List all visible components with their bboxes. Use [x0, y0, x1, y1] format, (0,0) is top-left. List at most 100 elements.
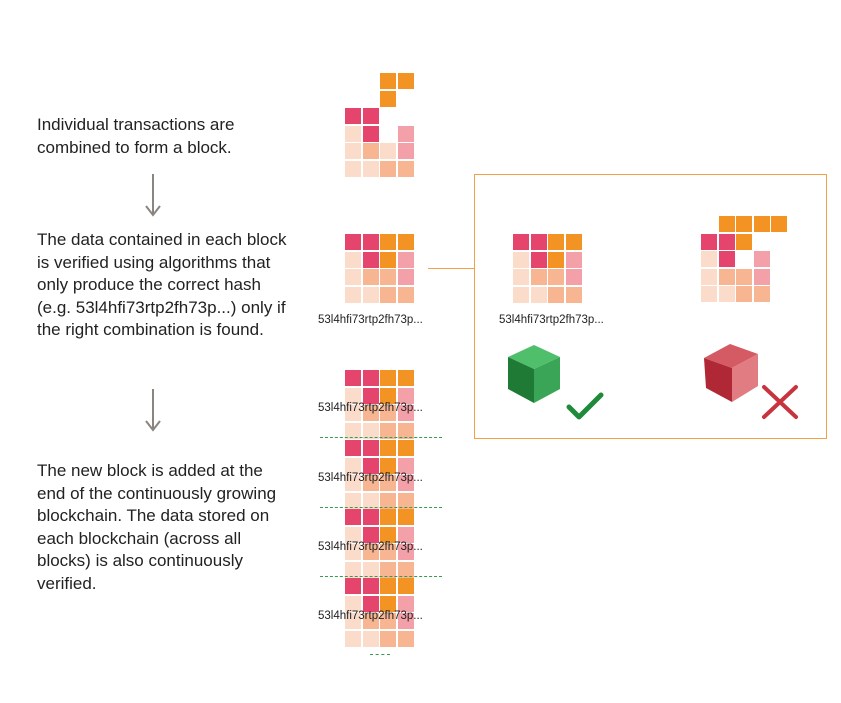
block-cell — [345, 509, 361, 525]
block-cell — [397, 405, 414, 421]
block-cell — [701, 286, 717, 302]
step-transactions-text: Individual transactions are combined to … — [37, 115, 235, 157]
block-cell — [753, 251, 770, 267]
block-cell — [530, 234, 547, 250]
block-cell — [380, 370, 396, 386]
block-cell — [380, 492, 396, 509]
chain-separator — [320, 507, 442, 508]
block-cell — [397, 457, 414, 474]
block-cell — [771, 216, 787, 232]
block-cell — [753, 286, 770, 302]
green-cube-icon — [508, 345, 560, 403]
block-cell — [362, 422, 379, 439]
block-cell — [701, 251, 717, 267]
block-cell — [362, 630, 379, 647]
block-cell — [345, 526, 361, 543]
block-cell — [380, 561, 396, 578]
block-cell — [362, 125, 379, 142]
block-cell — [397, 561, 414, 578]
block-cell — [362, 108, 379, 124]
block-cell — [718, 268, 735, 285]
block-cell — [718, 286, 735, 302]
block-cell — [362, 613, 379, 629]
block-cell — [380, 405, 396, 421]
chain-block-hash-label: 53l4hfi73rtp2fh73p... — [318, 472, 423, 484]
block-cell — [345, 125, 361, 142]
block-cell — [397, 73, 414, 89]
block-cell — [513, 234, 529, 250]
block-cell — [397, 370, 414, 386]
block-cell — [345, 422, 361, 439]
block-hash-label: 53l4hfi73rtp2fh73p... — [318, 314, 423, 326]
block-cell — [345, 251, 361, 268]
block-cell — [530, 269, 547, 285]
block-cell — [362, 561, 379, 578]
block-cell — [380, 595, 396, 612]
block-cell — [753, 216, 770, 232]
block-cell — [345, 457, 361, 474]
block-cell — [397, 125, 414, 142]
block-cell — [345, 234, 361, 250]
block-cell — [362, 578, 379, 594]
block-cell — [397, 492, 414, 509]
block-cell — [362, 405, 379, 421]
chain-block-hash-label: 53l4hfi73rtp2fh73p... — [318, 610, 423, 622]
block-cell — [397, 526, 414, 543]
block-cell — [397, 595, 414, 612]
block-cell — [397, 509, 414, 525]
connector-line — [428, 268, 474, 269]
block-cell — [718, 233, 735, 250]
block-cell — [513, 251, 529, 268]
arrow-down-icon — [145, 389, 161, 432]
block-cell — [380, 73, 396, 89]
block-cell — [397, 387, 414, 404]
block-cell — [362, 492, 379, 509]
block-cell — [380, 251, 396, 268]
block-cell — [753, 268, 770, 285]
block-cell — [513, 286, 529, 303]
verification-panel — [474, 174, 827, 439]
block-cell — [380, 613, 396, 629]
block-cell — [380, 475, 396, 491]
chain-separator — [320, 576, 442, 577]
step-verification-text: The data contained in each block is veri… — [37, 230, 287, 339]
block-cell — [397, 440, 414, 456]
block-cell — [718, 216, 735, 232]
block-cell — [362, 269, 379, 285]
block-cell — [718, 251, 735, 267]
block-cell — [345, 440, 361, 456]
block-cell — [362, 440, 379, 456]
block-cell — [565, 269, 582, 285]
block-cell — [530, 286, 547, 303]
block-cell — [345, 160, 361, 177]
block-cell — [380, 509, 396, 525]
block-cell — [380, 143, 396, 159]
block-cell — [380, 387, 396, 404]
block-cell — [362, 544, 379, 560]
block-cell — [345, 405, 361, 421]
block-cell — [362, 457, 379, 474]
block-cell — [380, 526, 396, 543]
chain-continuation — [370, 654, 390, 655]
block-cell — [397, 544, 414, 560]
block-cell — [397, 286, 414, 303]
block-cell — [345, 613, 361, 629]
block-cell — [380, 630, 396, 647]
block-cell — [345, 370, 361, 386]
block-cell — [345, 578, 361, 594]
block-cell — [736, 216, 752, 232]
block-cell — [345, 475, 361, 491]
block-cell — [380, 422, 396, 439]
block-cell — [380, 269, 396, 285]
block-cell — [345, 544, 361, 560]
block-cell — [565, 286, 582, 303]
block-cell — [345, 387, 361, 404]
block-cell — [701, 268, 717, 285]
block-cell — [362, 160, 379, 177]
block-cell — [362, 526, 379, 543]
block-cell — [380, 440, 396, 456]
block-cell — [701, 233, 717, 250]
cross-icon — [762, 385, 798, 419]
block-cell — [548, 234, 564, 250]
block-cell — [565, 251, 582, 268]
